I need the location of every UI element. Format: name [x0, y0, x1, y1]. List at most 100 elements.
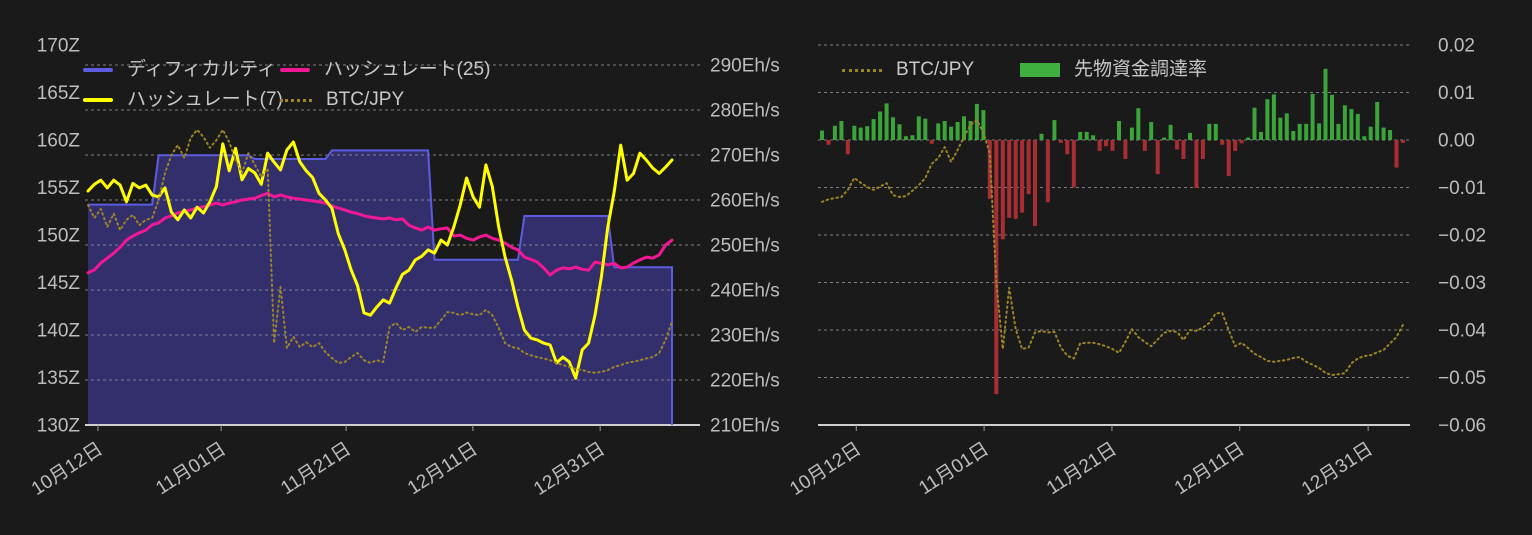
- funding-rate-bar: [1007, 140, 1012, 218]
- funding-rate-bar: [949, 126, 954, 140]
- legend-item-btcjpy-right[interactable]: BTC/JPY: [842, 60, 974, 80]
- y-axis-label-funding: 0.02: [1438, 36, 1475, 57]
- funding-rate-bar: [1252, 107, 1257, 140]
- funding-rate-swatch: [1020, 63, 1060, 77]
- funding-rate-bar: [1304, 123, 1309, 140]
- funding-rate-bar: [1265, 99, 1270, 140]
- x-axis-label: 10月12日: [28, 439, 107, 500]
- funding-rate-bar: [962, 116, 966, 141]
- x-axis-label: 12月11日: [1171, 439, 1249, 500]
- legend-label-hashrate7: ハッシュレート(7): [127, 89, 283, 110]
- funding-rate-bar: [1233, 140, 1238, 151]
- y-axis-label-difficulty: 145Z: [37, 273, 81, 294]
- funding-rate-bar: [1220, 140, 1225, 145]
- btcjpy-line-right: [821, 119, 1404, 377]
- legend-item-difficulty[interactable]: ディフィカルティ: [83, 60, 276, 80]
- funding-rate-bar: [1045, 140, 1050, 203]
- funding-rate-bar: [916, 116, 921, 141]
- difficulty-line: [88, 149, 673, 425]
- hashrate7-line-swatch: [83, 98, 113, 102]
- y-axis-label-hashrate: 240Eh/s: [710, 281, 780, 302]
- x-axis-label: 12月31日: [530, 439, 609, 500]
- funding-rate-bar: [1323, 68, 1328, 141]
- funding-rate-bar: [1330, 94, 1334, 140]
- y-axis-label-hashrate: 250Eh/s: [710, 236, 780, 257]
- hashrate25-line-swatch: [280, 68, 310, 72]
- btcjpy-dotted-swatch: [280, 98, 312, 102]
- funding-rate-bar: [1342, 105, 1347, 140]
- y-axis-label-hashrate: 220Eh/s: [710, 371, 780, 392]
- y-axis-label-hashrate: 210Eh/s: [710, 416, 780, 437]
- x-axis-label: 11月01日: [915, 439, 993, 500]
- y-axis-label-difficulty: 140Z: [37, 321, 81, 342]
- funding-rate-bar: [1110, 140, 1115, 151]
- funding-rate-bar: [1000, 140, 1005, 240]
- funding-rate-bar: [1078, 131, 1083, 140]
- funding-rate-bar: [826, 140, 831, 145]
- funding-rate-bar: [942, 121, 947, 140]
- funding-rate-bar: [1246, 137, 1251, 140]
- funding-rate-bar: [878, 111, 883, 140]
- funding-rate-bar: [820, 130, 824, 140]
- funding-rate-bar: [1104, 140, 1108, 147]
- funding-rate-bar: [1071, 140, 1076, 188]
- funding-rate-bar: [1239, 140, 1244, 144]
- funding-rate-bar: [1039, 133, 1044, 140]
- funding-rate-bar: [1278, 117, 1283, 140]
- funding-rate-bar: [1375, 102, 1380, 140]
- funding-rate-bar: [1259, 131, 1263, 140]
- funding-rate-bar: [1117, 121, 1121, 140]
- hashrate7-line: [86, 140, 674, 380]
- funding-rate-bar: [1058, 140, 1063, 143]
- funding-rate-bar: [1065, 140, 1070, 155]
- legend-item-funding-rate[interactable]: 先物資金調達率: [1020, 60, 1207, 80]
- funding-rate-bar: [858, 127, 863, 140]
- funding-rate-bar: [1142, 140, 1147, 151]
- funding-rate-bar: [1097, 140, 1102, 151]
- funding-rate-bar: [1013, 140, 1018, 219]
- funding-rate-bar: [1310, 93, 1315, 140]
- legend-label-difficulty: ディフィカルティ: [127, 59, 277, 80]
- funding-rate-bar: [865, 126, 870, 140]
- y-axis-label-hashrate: 260Eh/s: [710, 191, 780, 212]
- y-axis-label-funding: 0.01: [1438, 83, 1475, 104]
- y-axis-label-hashrate: 280Eh/s: [710, 101, 780, 122]
- legend-label-btcjpy-left: BTC/JPY: [326, 89, 405, 110]
- funding-rate-bar: [955, 122, 960, 140]
- funding-rate-bar: [1136, 108, 1141, 140]
- y-axis-label-hashrate: 230Eh/s: [710, 326, 780, 347]
- funding-rate-bar: [1362, 136, 1367, 140]
- funding-rate-bar: [1162, 137, 1167, 140]
- y-axis-label-difficulty: 150Z: [37, 226, 81, 247]
- funding-rate-bar: [1355, 113, 1360, 140]
- funding-rate-bar: [839, 121, 844, 140]
- y-axis-label-difficulty: 135Z: [37, 368, 81, 389]
- funding-rate-bar: [1200, 140, 1205, 159]
- x-axis-label: 12月31日: [1298, 439, 1377, 500]
- y-axis-label-funding: −0.01: [1438, 178, 1486, 199]
- funding-rate-bar: [1123, 140, 1128, 159]
- y-axis-label-difficulty: 130Z: [37, 416, 81, 437]
- x-axis-label: 10月12日: [786, 439, 865, 500]
- funding-rate-bar: [1175, 140, 1180, 150]
- funding-rate-bar: [1401, 140, 1405, 143]
- funding-rate-bar: [1207, 123, 1212, 140]
- funding-rate-bar: [1213, 123, 1218, 140]
- y-axis-label-funding: −0.05: [1438, 368, 1486, 389]
- funding-rate-bar: [1226, 140, 1231, 177]
- funding-rate-bar: [1188, 132, 1192, 140]
- legend-label-btcjpy-right: BTC/JPY: [896, 59, 975, 80]
- y-axis-label-hashrate: 270Eh/s: [710, 146, 780, 167]
- funding-rate-bar: [936, 123, 941, 140]
- btcjpy-dotted-swatch-right: [842, 68, 882, 72]
- funding-rate-bar: [974, 103, 979, 140]
- funding-rate-bar: [1271, 94, 1276, 140]
- legend-item-hashrate25[interactable]: ハッシュレート(25): [280, 60, 490, 80]
- x-axis-label: 11月01日: [152, 439, 230, 500]
- legend-label-hashrate25: ハッシュレート(25): [324, 59, 491, 80]
- legend-item-hashrate7[interactable]: ハッシュレート(7): [83, 90, 283, 110]
- funding-rate-bar: [832, 125, 837, 141]
- legend-item-btcjpy-left[interactable]: BTC/JPY: [280, 90, 404, 110]
- funding-rate-bar: [852, 125, 857, 141]
